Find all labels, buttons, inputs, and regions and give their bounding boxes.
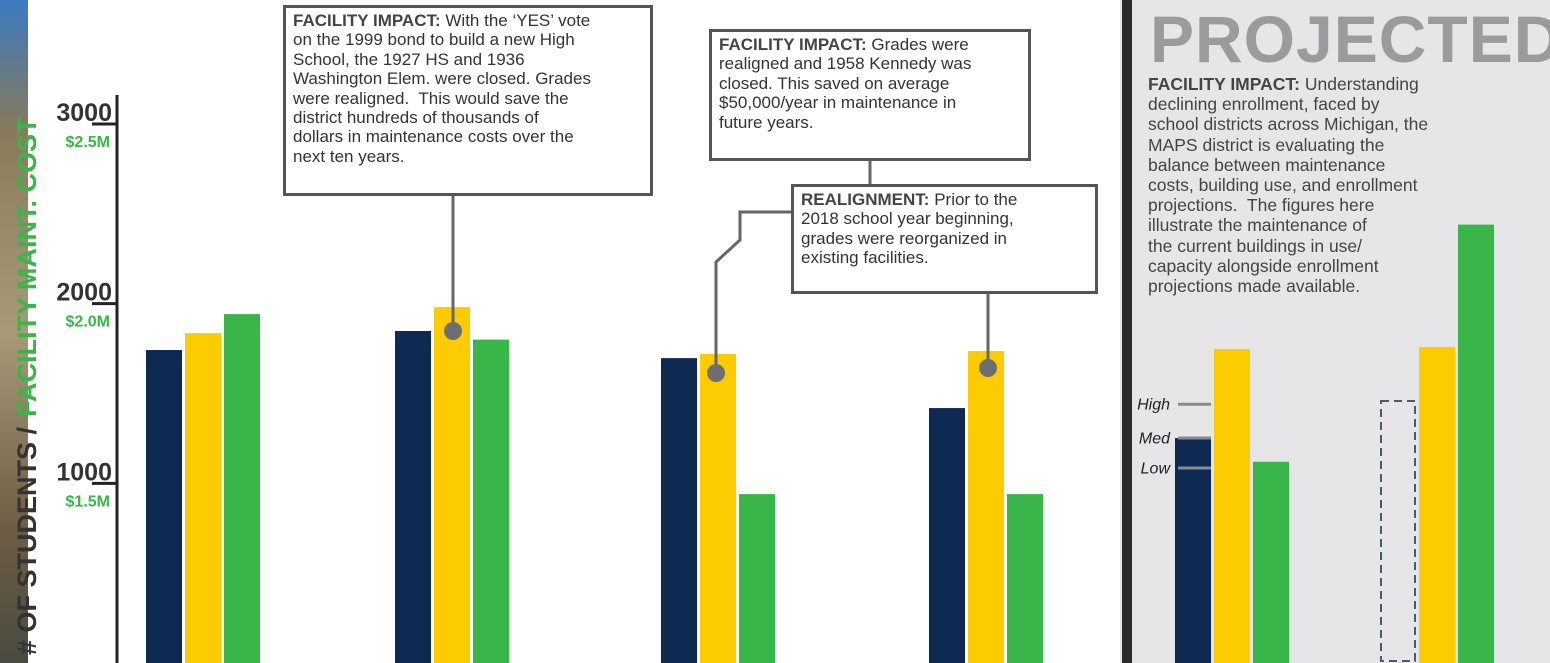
- y-tick-label: 3000: [56, 99, 112, 127]
- annotation-text: $50,000/year in maintenance in: [719, 93, 956, 112]
- annotation-heading: REALIGNMENT:: [801, 190, 929, 209]
- annotation-line: next ten years.: [293, 147, 643, 166]
- bar: [395, 331, 431, 663]
- connector-dot: [979, 359, 997, 377]
- projected-line: illustrate the maintenance of: [1148, 215, 1550, 235]
- annotation-text: on the 1999 bond to build a new High: [293, 30, 575, 49]
- projected-text-line: Understanding: [1305, 74, 1419, 94]
- projected-line: school districts across Michigan, the: [1148, 114, 1550, 134]
- annotation-text: 2018 school year beginning,: [801, 209, 1014, 228]
- annotation-text: School, the 1927 HS and 1936: [293, 50, 525, 69]
- projected-line: costs, building use, and enrollment: [1148, 175, 1550, 195]
- annotation-line: realigned and 1958 Kennedy was: [719, 54, 1021, 73]
- bar: [1253, 462, 1289, 663]
- annotation-text: were realigned. This would save the: [293, 89, 569, 108]
- annotation-line: district hundreds of thousands of: [293, 108, 643, 127]
- annotation-line: existing facilities.: [801, 248, 1088, 267]
- annotation-line: closed. This saved on average: [719, 74, 1021, 93]
- annotation-line: School, the 1927 HS and 1936: [293, 50, 643, 69]
- y2-tick-label: $2.0M: [66, 314, 110, 331]
- annotation-line: FACILITY IMPACT: Grades were: [719, 35, 1021, 54]
- bar: [146, 350, 182, 663]
- projected-line: the current buildings in use/: [1148, 236, 1550, 256]
- annotation-text: Washington Elem. were closed. Grades: [293, 69, 591, 88]
- projected-text-line: balance between maintenance: [1148, 155, 1385, 175]
- annotation-text: realigned and 1958 Kennedy was: [719, 54, 971, 73]
- annotation-text: With the ‘YES’ vote: [445, 11, 590, 30]
- bar: [700, 354, 736, 663]
- projected-text-line: school districts across Michigan, the: [1148, 114, 1428, 134]
- projected-line: declining enrollment, faced by: [1148, 94, 1550, 114]
- projected-line: capacity alongside enrollment: [1148, 256, 1550, 276]
- annotation-text: Grades were: [871, 35, 968, 54]
- y-tick-label: 2000: [56, 279, 112, 307]
- annotation-heading: FACILITY IMPACT:: [293, 11, 441, 30]
- projected-text-line: MAPS district is evaluating the: [1148, 135, 1384, 155]
- annotation-text: existing facilities.: [801, 248, 929, 267]
- annotation-line: were realigned. This would save the: [293, 89, 643, 108]
- projected-text-line: capacity alongside enrollment: [1148, 256, 1379, 276]
- annotation-line: dollars in maintenance costs over the: [293, 127, 643, 146]
- annotation-line: REALIGNMENT: Prior to the: [801, 190, 1088, 209]
- annotation-text: next ten years.: [293, 147, 405, 166]
- connector-dot: [707, 364, 725, 382]
- bar: [473, 340, 509, 663]
- y2-tick-label: $2.5M: [66, 134, 110, 151]
- bar: [739, 494, 775, 663]
- projection-marker-label: Med: [1139, 430, 1171, 447]
- annotation-line: Washington Elem. were closed. Grades: [293, 69, 643, 88]
- bar: [224, 314, 260, 663]
- projected-line: projections made available.: [1148, 276, 1550, 296]
- bar: [968, 351, 1004, 663]
- projection-marker-label: High: [1137, 396, 1170, 413]
- y-tick-label: 1000: [56, 458, 112, 486]
- y-label-part: # OF STUDENTS /: [12, 426, 42, 655]
- annotation-text: Prior to the: [934, 190, 1017, 209]
- projected-text-line: the current buildings in use/: [1148, 236, 1362, 256]
- bar: [1214, 349, 1250, 663]
- projected-text-line: costs, building use, and enrollment: [1148, 175, 1417, 195]
- projected-line: projections. The figures here: [1148, 195, 1550, 215]
- bar: [1007, 494, 1043, 663]
- page: # OF STUDENTS / FACILITY MAINT. COST 1000…: [0, 0, 1550, 663]
- projected-line: FACILITY IMPACT: Understanding: [1148, 74, 1550, 94]
- y-label-part: FACILITY MAINT. COST: [12, 117, 42, 417]
- projected-title: PROJECTED: [1150, 8, 1550, 70]
- annotation-text: grades were reorganized in: [801, 229, 1007, 248]
- y2-tick-label: $1.5M: [66, 493, 110, 510]
- annotation-text: closed. This saved on average: [719, 74, 949, 93]
- annotation-line: 2018 school year beginning,: [801, 209, 1088, 228]
- projected-text-line: projections. The figures here: [1148, 195, 1374, 215]
- projected-text-line: projections made available.: [1148, 276, 1360, 296]
- bar: [1419, 347, 1455, 663]
- bar: [434, 307, 470, 663]
- y-axis-label: # OF STUDENTS / FACILITY MAINT. COST: [12, 117, 42, 655]
- projected-divider: [1122, 0, 1132, 663]
- annotation-line: FACILITY IMPACT: With the ‘YES’ vote: [293, 11, 643, 30]
- projected-text: PROJECTED FACILITY IMPACT: Understanding…: [1148, 8, 1550, 296]
- projected-text-line: declining enrollment, faced by: [1148, 94, 1380, 114]
- bar: [661, 358, 697, 663]
- projected-line: balance between maintenance: [1148, 155, 1550, 175]
- bar: [1175, 438, 1211, 663]
- projected-heading: FACILITY IMPACT:: [1148, 74, 1300, 94]
- projected-text-line: illustrate the maintenance of: [1148, 215, 1367, 235]
- annotation-heading: FACILITY IMPACT:: [719, 35, 867, 54]
- annotation-text: district hundreds of thousands of: [293, 108, 539, 127]
- connector-dot: [444, 322, 462, 340]
- projected-line: MAPS district is evaluating the: [1148, 135, 1550, 155]
- annotation-text: future years.: [719, 113, 814, 132]
- bar: [929, 408, 965, 663]
- annotation-line: grades were reorganized in: [801, 229, 1088, 248]
- annotation-line: future years.: [719, 113, 1021, 132]
- annotation-line: $50,000/year in maintenance in: [719, 93, 1021, 112]
- bar: [185, 333, 221, 663]
- annotation-line: on the 1999 bond to build a new High: [293, 30, 643, 49]
- annotation-text: dollars in maintenance costs over the: [293, 127, 574, 146]
- projection-marker-label: Low: [1141, 460, 1172, 477]
